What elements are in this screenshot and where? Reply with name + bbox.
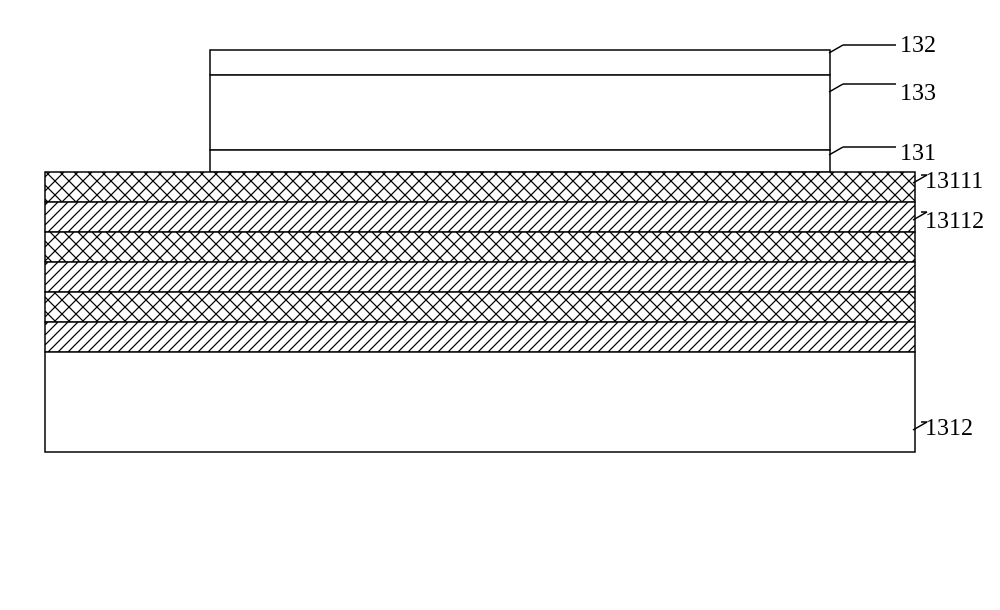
label-131: 131 <box>900 140 936 167</box>
layer-ch2 <box>45 232 915 262</box>
layer-13111 <box>45 172 915 202</box>
layer-13112 <box>45 202 915 232</box>
label-1312: 1312 <box>925 415 973 442</box>
layer-dg3 <box>45 322 915 352</box>
layer-1312 <box>45 352 915 452</box>
layer-dg2 <box>45 262 915 292</box>
layer-132 <box>210 50 830 75</box>
layer-ch3 <box>45 292 915 322</box>
layer-133 <box>210 75 830 150</box>
label-133: 133 <box>900 80 936 107</box>
label-13111: 13111 <box>925 168 983 195</box>
layer-131 <box>210 150 830 172</box>
diagram-svg <box>20 20 980 590</box>
label-13112: 13112 <box>925 208 984 235</box>
label-132: 132 <box>900 32 936 59</box>
layer-diagram: 13213313113111131121312 <box>20 20 980 590</box>
